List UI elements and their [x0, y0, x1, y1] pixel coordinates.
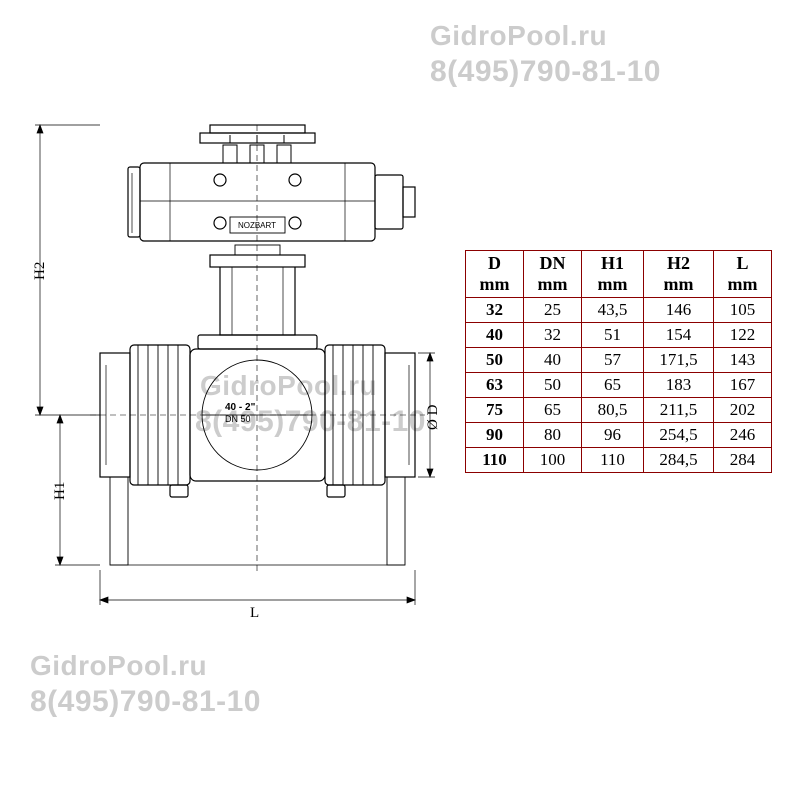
table-row: 403251154122 — [466, 323, 772, 348]
table-cell: 254,5 — [644, 423, 714, 448]
table-cell: 171,5 — [644, 348, 714, 373]
valve-technical-drawing: NOZBART 40 - 2" DN 50 — [20, 105, 450, 625]
table-cell: 63 — [466, 373, 524, 398]
size-label-1: 40 - 2" — [225, 402, 256, 413]
dim-label-d: Ø D — [425, 405, 442, 430]
table-row: 635065183167 — [466, 373, 772, 398]
table-cell: 246 — [714, 423, 772, 448]
watermark-phone-bot: 8(495)790-81-10 — [30, 685, 261, 719]
watermark-site-top: GidroPool.ru — [430, 20, 607, 52]
table-cell: 100 — [524, 448, 582, 473]
table-cell: 32 — [466, 298, 524, 323]
table-cell: 122 — [714, 323, 772, 348]
table-cell: 25 — [524, 298, 582, 323]
dim-label-h1: H1 — [52, 482, 69, 500]
table-cell: 40 — [466, 323, 524, 348]
col-header: DNmm — [524, 251, 582, 298]
table-cell: 167 — [714, 373, 772, 398]
dimensions-table: Dmm DNmm H1mm H2mm Lmm 322543,5146105403… — [465, 250, 772, 473]
table-cell: 211,5 — [644, 398, 714, 423]
col-header: Dmm — [466, 251, 524, 298]
table-cell: 65 — [582, 373, 644, 398]
table-cell: 75 — [466, 398, 524, 423]
col-header: H2mm — [644, 251, 714, 298]
table-row: 908096254,5246 — [466, 423, 772, 448]
watermark-phone-top: 8(495)790-81-10 — [430, 55, 661, 89]
col-header: H1mm — [582, 251, 644, 298]
table-cell: 32 — [524, 323, 582, 348]
table-cell: 57 — [582, 348, 644, 373]
size-label-2: DN 50 — [225, 414, 251, 424]
table-cell: 110 — [582, 448, 644, 473]
table-cell: 154 — [644, 323, 714, 348]
table-cell: 51 — [582, 323, 644, 348]
table-header-row: Dmm DNmm H1mm H2mm Lmm — [466, 251, 772, 298]
table-row: 110100110284,5284 — [466, 448, 772, 473]
table-row: 322543,5146105 — [466, 298, 772, 323]
brand-label: NOZBART — [238, 221, 276, 230]
table-row: 504057171,5143 — [466, 348, 772, 373]
table-cell: 80 — [524, 423, 582, 448]
table-cell: 183 — [644, 373, 714, 398]
table-row: 756580,5211,5202 — [466, 398, 772, 423]
dim-label-l: L — [250, 605, 259, 622]
table-cell: 105 — [714, 298, 772, 323]
table-cell: 284,5 — [644, 448, 714, 473]
table-cell: 110 — [466, 448, 524, 473]
dim-label-h2: H2 — [32, 262, 49, 280]
table-cell: 90 — [466, 423, 524, 448]
table-cell: 65 — [524, 398, 582, 423]
table-cell: 40 — [524, 348, 582, 373]
watermark-site-bot: GidroPool.ru — [30, 650, 207, 682]
table-cell: 43,5 — [582, 298, 644, 323]
table-cell: 143 — [714, 348, 772, 373]
table-cell: 50 — [524, 373, 582, 398]
table-cell: 96 — [582, 423, 644, 448]
col-header: Lmm — [714, 251, 772, 298]
table-cell: 202 — [714, 398, 772, 423]
table-cell: 284 — [714, 448, 772, 473]
table-cell: 80,5 — [582, 398, 644, 423]
table-cell: 146 — [644, 298, 714, 323]
table-cell: 50 — [466, 348, 524, 373]
